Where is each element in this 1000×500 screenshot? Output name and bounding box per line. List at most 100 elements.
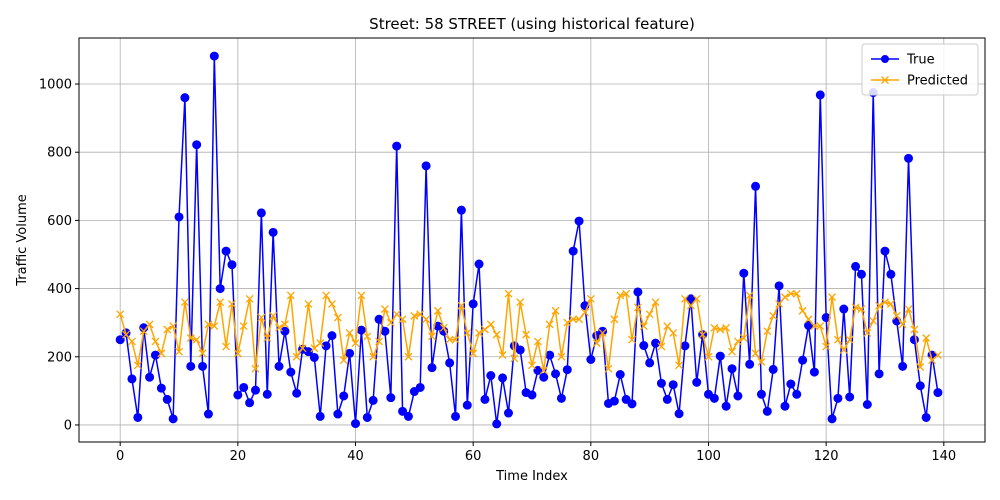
data-point [633,287,643,297]
data-point [898,361,908,371]
data-point [910,325,919,334]
y-tick-label: 0 [64,418,72,433]
data-point [856,269,866,279]
data-point [133,361,142,370]
data-point [757,357,766,366]
x-tick-label: 60 [465,449,482,464]
data-point [274,361,284,371]
data-point [351,339,360,348]
y-tick-label: 1000 [39,78,72,93]
data-point [809,367,819,377]
y-tick-label: 200 [47,350,72,365]
data-point [239,382,249,392]
data-point [228,299,236,308]
data-point [586,294,595,303]
legend: True Predicted [861,43,979,96]
data-point [921,412,931,422]
data-point [586,354,596,364]
data-point [545,350,555,360]
data-point [515,345,525,355]
data-point [233,349,242,358]
data-point [316,339,325,348]
y-tick-label: 600 [47,214,72,229]
data-point [692,294,701,303]
data-point [216,298,225,307]
data-point [698,330,707,339]
data-point [804,315,813,324]
data-point [422,315,431,324]
data-point [751,181,761,191]
x-axis-label: Time Index [495,469,568,484]
data-point [504,289,513,298]
data-point [728,347,736,356]
data-point [415,382,425,392]
data-point [763,327,772,336]
data-point [198,361,208,371]
data-point [386,318,395,327]
legend-marker [881,76,889,84]
data-point [222,342,231,351]
data-point [180,93,190,103]
data-point [233,390,243,400]
data-point [686,301,695,310]
data-point [933,388,943,398]
legend-box [861,43,979,96]
data-point [904,305,913,313]
data-point [363,332,372,341]
data-point [168,414,178,424]
data-point [404,352,413,361]
data-point [351,419,361,429]
data-point [480,394,490,404]
data-point [451,335,460,344]
data-point [774,281,784,291]
data-point [857,305,866,313]
series-true [115,51,943,429]
data-point [251,364,260,373]
legend-label-predicted: Predicted [907,74,968,89]
data-point [486,320,495,329]
data-point [768,364,778,374]
data-point [304,299,313,308]
data-point [486,371,496,381]
data-point [845,335,854,344]
y-axis-label: Traffic Volume [15,194,30,287]
data-point [798,306,807,315]
data-point [733,391,743,401]
x-tick-label: 0 [116,449,124,464]
data-point [157,349,166,358]
data-point [327,331,337,341]
data-point [286,291,295,300]
data-point [186,334,195,342]
plot-frame [78,37,986,443]
x-tick-label: 100 [696,449,721,464]
data-point [522,330,531,339]
data-point [792,389,802,399]
data-point [651,338,661,348]
data-point [315,411,325,421]
data-point [604,364,613,373]
data-point [256,208,266,218]
data-point [616,291,625,300]
data-point [245,294,254,303]
data-point [756,389,766,399]
legend-marker [881,55,889,63]
data-point [639,322,648,331]
data-point [357,291,366,300]
data-point [839,345,848,354]
data-point [621,394,631,404]
series-line-predicted [119,292,939,372]
data-point [615,369,625,379]
data-point [815,90,825,100]
data-point [668,380,678,390]
data-point [210,322,219,331]
data-point [145,372,155,382]
data-point [715,351,725,361]
data-point [127,374,137,384]
data-point [551,369,561,379]
data-point [516,298,525,307]
data-point [439,323,448,332]
data-point [339,356,348,365]
data-point [475,328,484,337]
data-point [122,330,131,339]
data-point [804,320,814,330]
